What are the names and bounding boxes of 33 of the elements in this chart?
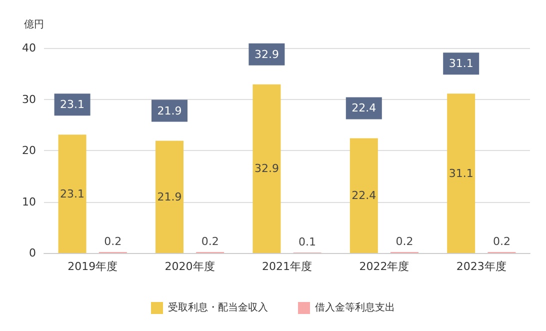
x-tick-label: 2019年度 [68,260,118,273]
y-tick-label: 20 [22,144,36,157]
bar [447,94,476,253]
bar [252,84,281,253]
x-tick-label: 2020年度 [164,260,215,273]
y-tick-label: 40 [22,42,36,54]
data-label: 0.2 [104,234,122,248]
data-label: 0.2 [396,234,414,248]
y-tick-label: 30 [22,92,36,106]
data-label: 23.1 [60,187,85,200]
data-label: 21.9 [157,190,182,204]
data-label: 32.9 [254,162,279,176]
y-tick-label: 10 [22,195,36,208]
bar [156,140,184,253]
data-label: 0.2 [201,234,219,248]
y-tick-label: 0 [29,246,36,260]
data-label: 0.1 [298,235,316,248]
x-tick-label: 2022年度 [359,260,410,273]
annotation: 23.1 [60,98,85,112]
y-axis-title: 億円 [24,18,44,30]
x-tick-label: 2023年度 [456,260,506,273]
data-label: 0.2 [492,234,510,248]
annotation: 22.4 [352,102,376,115]
data-label: 22.4 [352,189,376,202]
legend-label: 借入金等利息支出 [315,302,395,314]
bar [58,134,86,253]
annotation: 32.9 [254,48,279,61]
annotation: 31.1 [448,57,474,70]
legend-label: 受取利息・配当金収入 [168,302,268,314]
annotation: 21.9 [157,104,182,118]
data-label: 31.1 [448,166,474,180]
x-tick-label: 2021年度 [262,260,312,273]
bar [350,138,378,253]
